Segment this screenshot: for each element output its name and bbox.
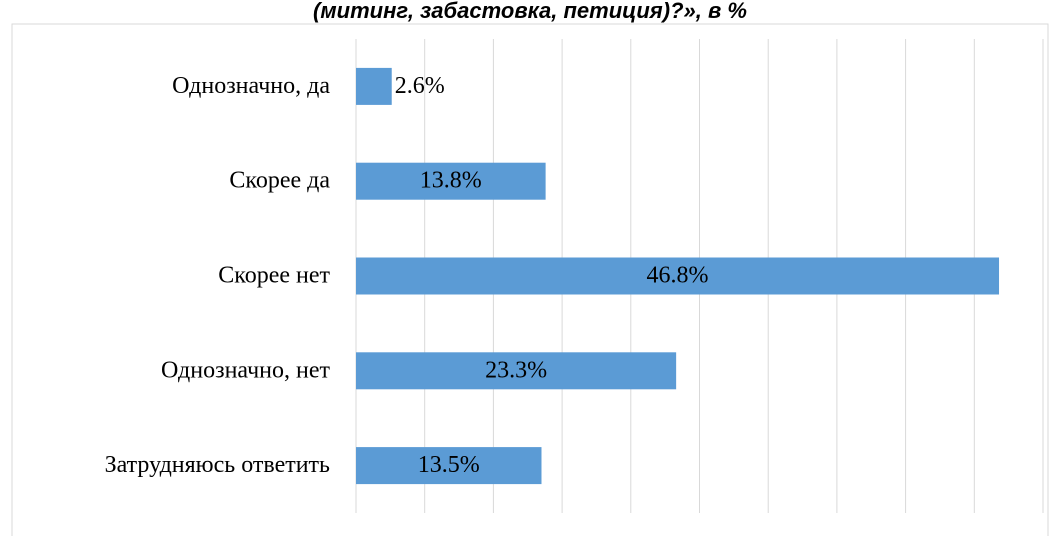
bar (356, 162, 546, 200)
y-tick-label: Однозначно, да (172, 73, 330, 99)
y-tick-label: Скорее нет (218, 263, 330, 289)
data-label: 13.5% (418, 452, 480, 478)
data-label: 46.8% (647, 263, 709, 289)
y-tick-label: Затрудняюсь ответить (105, 452, 330, 478)
bar (356, 352, 677, 390)
bar (356, 67, 392, 105)
bar (356, 257, 1000, 295)
chart-title: (митинг, забастовка, петиция)?», в % (313, 0, 747, 23)
data-label: 2.6% (395, 73, 445, 99)
data-label: 23.3% (485, 357, 547, 383)
y-tick-label: Однозначно, нет (161, 357, 330, 383)
bar (356, 447, 542, 485)
data-label: 13.8% (420, 168, 482, 194)
y-tick-label: Скорее да (229, 168, 330, 194)
chart-frame (11, 23, 1049, 536)
